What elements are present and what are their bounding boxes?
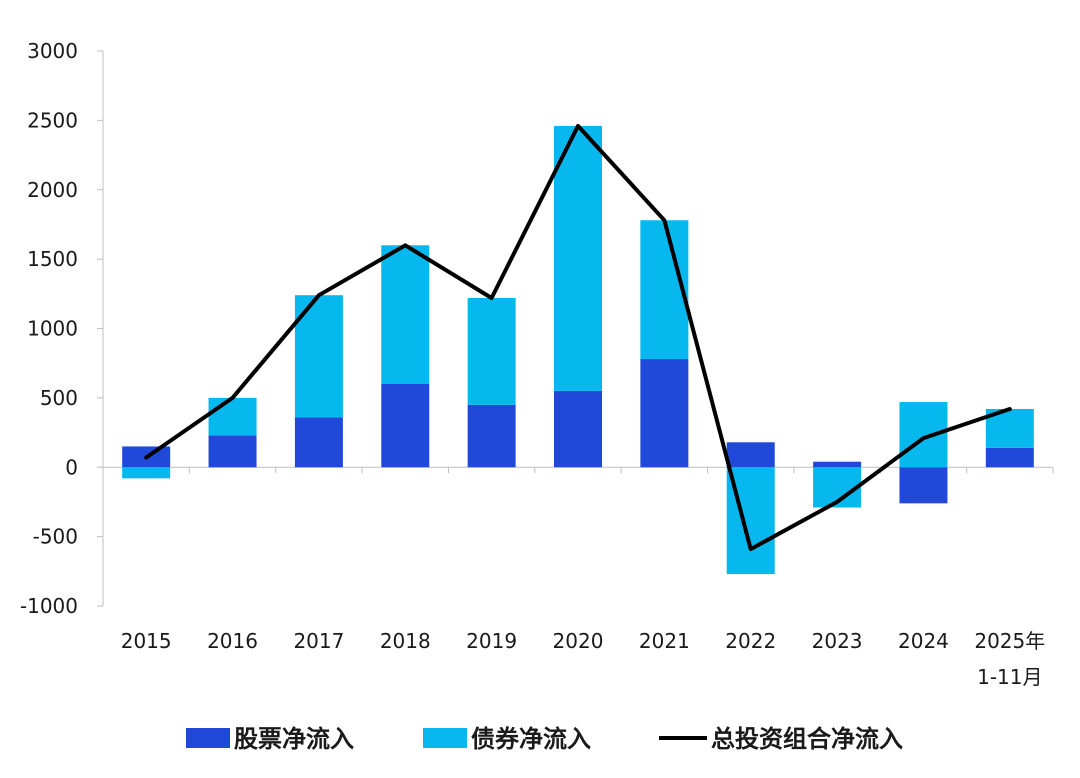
y-tick-label: 1000 [27,317,78,341]
bar-equity [467,404,516,468]
legend-swatch-equity [186,728,230,748]
legend: 股票净流入 债券净流入 总投资组合净流入 [186,725,903,753]
tick-labels: 3000 2500 2000 1500 1000 500 0 -500 -1000 2015 201… [20,39,1045,689]
bar-equity [208,435,257,468]
line-layer [144,123,1012,552]
y-tick-label: -1000 [20,594,78,618]
bar-bond [554,125,602,391]
x-tick-label: 2024 [898,629,949,653]
bar-equity [381,384,430,468]
x-tick-label: 2020 [553,629,604,653]
y-tick-label: 2500 [27,108,78,132]
bar-equity [899,467,948,504]
bar-equity [640,359,689,468]
x-tick-label: 2021 [639,629,690,653]
bar-bond [640,220,689,360]
bar-equity [726,442,775,468]
bar-bond [467,297,516,405]
bar-equity [985,447,1034,468]
bar-equity [554,390,602,468]
y-tick-label: 2000 [27,178,78,202]
bars-layer [122,125,1034,575]
x-tick-label: 2018 [380,629,431,653]
x-tick-label: 1-11月 [977,665,1042,689]
legend-label: 债券净流入 [471,725,591,753]
bar-bond [899,402,948,468]
bar-equity [294,417,343,468]
bar-bond [381,245,430,384]
x-tick-label: 2017 [293,629,344,653]
x-tick-label: 2015 [121,629,172,653]
bar-bond [122,467,171,479]
y-tick-label: 0 [65,455,78,479]
bar-equity [813,461,862,468]
y-tick-label: -500 [33,525,78,549]
legend-swatch-bond [423,728,467,748]
legend-label: 股票净流入 [234,725,354,753]
x-tick-label: 2022 [725,629,776,653]
legend-label: 总投资组合净流入 [711,725,903,753]
x-tick-label: 2019 [466,629,517,653]
x-tick-label: 2025年 [974,629,1045,653]
y-tick-label: 1500 [27,247,78,271]
total-portfolio-line [144,123,1012,552]
x-tick-label: 2023 [812,629,863,653]
bar-bond [208,397,257,436]
x-tick-label: 2016 [207,629,258,653]
y-tick-label: 500 [40,386,78,410]
y-tick-label: 3000 [27,39,78,63]
